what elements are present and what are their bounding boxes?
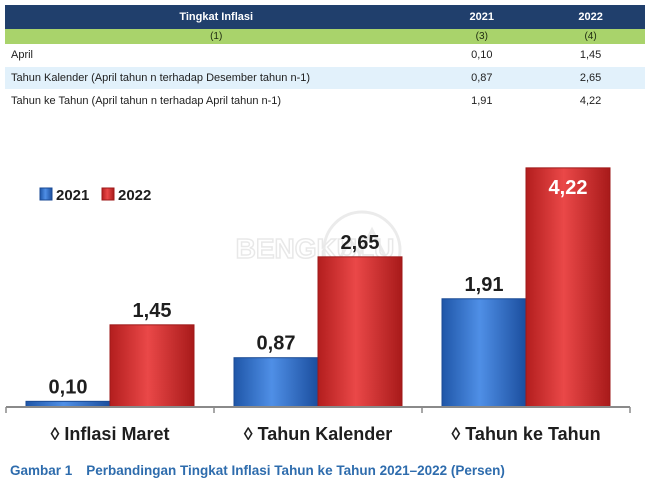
data-label-2022-2: 2,65 — [341, 232, 380, 254]
legend-label-2021: 2021 — [56, 187, 89, 204]
row-label: April — [5, 44, 428, 67]
legend-label-2022: 2022 — [118, 187, 151, 204]
category-label-1: ◊ Inflasi Maret — [51, 424, 170, 444]
row-label: Tahun ke Tahun (April tahun n terhadap A… — [5, 89, 428, 113]
header-label: Tingkat Inflasi — [5, 5, 428, 29]
subheader-1: (1) — [5, 29, 428, 44]
legend: 2021 2022 — [39, 187, 151, 204]
row-value-2022: 1,45 — [536, 44, 645, 67]
row-label: Tahun Kalender (April tahun n terhadap D… — [5, 66, 428, 90]
bar-2022-1 — [109, 324, 195, 408]
row-value-2022: 4,22 — [536, 89, 645, 113]
subheader-4: (4) — [536, 29, 645, 44]
row-value-2021: 0,10 — [427, 44, 537, 67]
data-label-2022-1: 1,45 — [133, 300, 172, 322]
bar-2021-3 — [441, 298, 527, 408]
inflation-table: Tingkat Inflasi 2021 2022 (1) (3) (4) Ap… — [5, 5, 645, 113]
table-row: Tahun Kalender (April tahun n terhadap D… — [5, 66, 645, 90]
row-value-2021: 0,87 — [427, 66, 537, 90]
bar-2022-3 — [525, 167, 611, 408]
data-label-2021-2: 0,87 — [257, 333, 296, 355]
bar-2022-2 — [317, 256, 403, 408]
figure-caption: Gambar 1 Perbandingan Tingkat Inflasi Tah… — [10, 463, 505, 478]
caption-number: Gambar 1 — [10, 463, 73, 478]
legend-swatch-2022 — [101, 187, 115, 201]
header-2021: 2021 — [427, 5, 537, 29]
category-label-2: ◊ Tahun Kalender — [244, 424, 393, 444]
data-label-2021-1: 0,10 — [49, 376, 88, 398]
category-label-3: ◊ Tahun ke Tahun — [451, 424, 600, 444]
bar-chart: BENGKULU 0,101,450,872,651,914,22 ◊ Infl… — [5, 167, 631, 444]
row-value-2021: 1,91 — [427, 89, 537, 113]
table-row: April 0,10 1,45 — [5, 44, 645, 67]
table-row: Tahun ke Tahun (April tahun n terhadap A… — [5, 89, 645, 113]
data-label-2021-3: 1,91 — [465, 274, 504, 296]
legend-swatch-2021 — [39, 187, 53, 201]
caption-text: Perbandingan Tingkat Inflasi Tahun ke Ta… — [86, 463, 505, 478]
data-label-2022-3: 4,22 — [549, 177, 588, 199]
header-2022: 2022 — [536, 5, 645, 29]
row-value-2022: 2,65 — [536, 66, 645, 90]
table-header-row: Tingkat Inflasi 2021 2022 — [5, 5, 645, 29]
bar-2021-2 — [233, 357, 319, 408]
subheader-3: (3) — [427, 29, 537, 44]
table-subheader-row: (1) (3) (4) — [5, 29, 645, 44]
